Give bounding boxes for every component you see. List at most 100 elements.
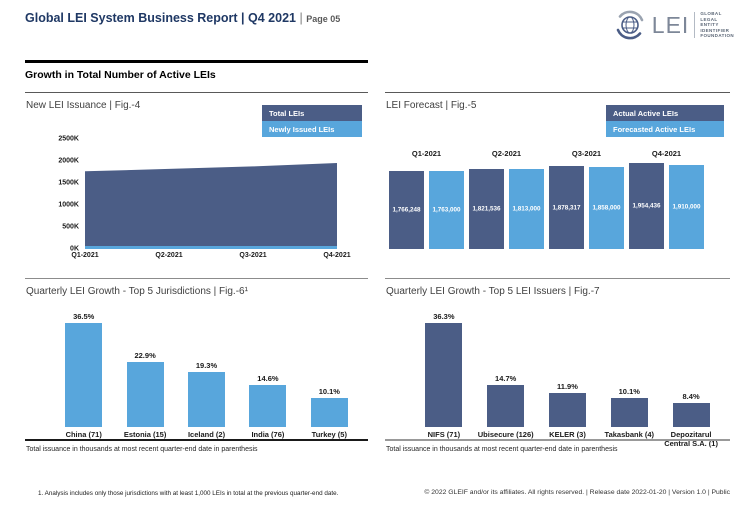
fig4-ytick-500K: 500K [62,223,79,231]
fig6-category-label-2: Iceland (2) [187,430,226,439]
page-number: Page 05 [306,14,341,24]
fig7-slot-4: 8.4% Depozitarul Central S.A. (1) [660,305,722,449]
logo-subtext-line-0: GLOBAL [700,10,722,16]
fig4-legend-item-0: Total LEIs [262,105,362,121]
fig5-legend-item-0: Actual Active LEIs [606,105,724,121]
fig7-value-label-1: 14.7% [495,373,517,383]
fig6-bar-area-0: 36.5% [65,305,103,427]
logo-subtext-line-2: ENTITY [700,22,719,28]
fig7-bar-Ubisecure (126) [487,384,525,427]
fig7-bar-NIFS (71) [425,323,463,427]
footnote: 1. Analysis includes only those jurisdic… [38,490,339,497]
report-title: Global LEI System Business Report | Q4 2… [25,11,340,25]
fig6-value-label-2: 19.3% [195,361,218,370]
fig6-value-label-3: 14.6% [257,374,279,384]
panel-lei-forecast: LEI Forecast | Fig.-5 Actual Active LEIs… [385,92,730,271]
fig6-bar-area-4: 10.1% [310,305,348,427]
title-separator: | [241,11,245,25]
fig7-category-label-4: Depozitarul Central S.A. (1) [664,430,718,449]
fig7-category-label-3: Takasbank (4) [604,430,655,439]
fig5-chart: Q1-2021 1,766,248 1,763,000 Q2-2021 1,821,53… [389,149,704,255]
fig6-bar-area-3: 14.6% [249,305,287,427]
fig4-xtick-Q2-2021: Q2-2021 [155,252,183,259]
panel-top5-jurisdictions: Quarterly LEI Growth - Top 5 Jurisdictio… [25,278,368,458]
fig6-category-label-3: India (76) [251,430,285,439]
fig7-slot-0: 36.3% NIFS (71) [413,305,475,449]
fig4-xaxis: Q1-2021 Q2-2021 Q3-2021 Q4-2021 [71,252,350,262]
fig4-ytick-2000K: 2000K [58,157,79,165]
fig6-bar-China (71) [65,323,103,427]
fig5-bar-actual-Q1-2021: 1,766,248 [389,171,424,249]
fig6-value-label-0: 36.5% [73,312,95,321]
fig6-value-label-4: 10.1% [318,387,340,397]
fig5-group-bars-Q4-2021: 1,954,436 1,910,000 [629,161,704,249]
fig5-bar-value: 1,910,000 [672,203,701,211]
fig6-value-label-1: 22.9% [134,350,156,360]
fig5-legend: Actual Active LEIs Forecasted Active LEIs [606,105,724,137]
fig4-ytick-1000K: 1000K [58,201,79,209]
fig5-group-Q4-2021: Q4-2021 1,954,436 1,910,000 [629,149,704,255]
fig6-bar-Iceland (2) [188,372,226,427]
fig5-group-Q1-2021: Q1-2021 1,766,248 1,763,000 [389,149,464,255]
fig6-rule [25,439,368,441]
fig4-legend-item-1: Newly Issued LEIs [262,121,362,137]
logo-lei-text: LEI [651,11,690,38]
fig5-group-label-Q4-2021: Q4-2021 [651,149,682,158]
fig5-bar-value: 1,858,000 [592,204,621,212]
fig4-xtick-Q3-2021: Q3-2021 [239,252,267,259]
fig5-bar-value: 1,821,536 [472,205,501,213]
fig7-bar-area-2: 11.9% [548,305,586,427]
fig7-category-label-0: NIFS (71) [427,430,461,439]
fig4-ytick-2500K: 2500K [58,135,79,143]
fig7-category-label-2: KELER (3) [549,430,586,439]
fig5-group-bars-Q2-2021: 1,821,536 1,813,000 [469,161,544,249]
fig6-caption: Total issuance in thousands at most rece… [26,446,258,453]
fig5-group-label-Q1-2021: Q1-2021 [411,149,442,158]
fig6-category-label-0: China (71) [65,430,102,439]
fig5-legend-item-1: Forecasted Active LEIs [606,121,724,137]
fig6-chart: 36.5% China (71) 22.9% Estonia (15) 19.3% Ice… [53,305,360,439]
header-rule [25,60,368,63]
fig6-bar-area-1: 22.9% [126,305,164,427]
fig5-title: LEI Forecast | Fig.-5 [386,100,477,111]
fig5-bar-actual-Q3-2021: 1,878,317 [549,166,584,249]
fig5-bar-value: 1,813,000 [512,205,541,213]
fig5-bar-value: 1,954,436 [632,202,661,210]
fig6-category-label-4: Turkey (5) [311,430,347,439]
fig7-value-label-2: 11.9% [557,381,578,391]
fig5-group-label-Q3-2021: Q3-2021 [571,149,602,158]
fig7-slot-3: 10.1% Takasbank (4) [598,305,660,449]
fig6-title: Quarterly LEI Growth - Top 5 Jurisdictio… [26,286,248,297]
fig4-plot [85,139,337,249]
section-title: Growth in Total Number of Active LEIs [25,69,216,81]
fig7-title: Quarterly LEI Growth - Top 5 LEI Issuers… [386,286,600,297]
page-separator: | [299,11,303,25]
fig6-slot-0: 36.5% China (71) [53,305,114,439]
fig4-newly-issued-area [85,246,337,249]
fig7-value-label-0: 36.3% [433,312,455,321]
fig4-ytick-0K: 0K [70,245,79,253]
fig6-bar-India (76) [249,385,287,427]
fig7-bar-area-3: 10.1% [610,305,648,427]
report-title-text: Global LEI System Business Report [25,11,238,25]
logo-divider [694,12,696,38]
gleif-logo: LEI GLOBAL LEGAL ENTITY IDENTIFIER FOUNDATIO… [613,8,734,42]
fig4-total-area [85,163,337,246]
fig4-plot-svg [85,163,337,249]
report-period: Q4 2021 [248,11,296,25]
fig6-slot-1: 22.9% Estonia (15) [114,305,175,439]
fig5-group-Q3-2021: Q3-2021 1,878,317 1,858,000 [549,149,624,255]
fig5-bar-value: 1,766,248 [392,206,421,214]
fig7-category-label-1: Ubisecure (126) [477,430,534,439]
logo-subtext-line-3: IDENTIFIER [700,27,730,33]
footer-copyright: © 2022 GLEIF and/or its affiliates. All … [424,489,730,496]
fig5-group-label-Q2-2021: Q2-2021 [491,149,522,158]
fig7-bar-KELER (3) [548,392,586,427]
logo-subtext-line-1: LEGAL [700,16,718,22]
fig7-slot-2: 11.9% KELER (3) [537,305,599,449]
fig5-bar-forecast-Q4-2021: 1,910,000 [669,165,704,249]
fig7-value-label-3: 10.1% [618,387,640,397]
fig5-bar-actual-Q2-2021: 1,821,536 [469,168,504,249]
fig7-bar-Takasbank (4) [610,398,648,427]
